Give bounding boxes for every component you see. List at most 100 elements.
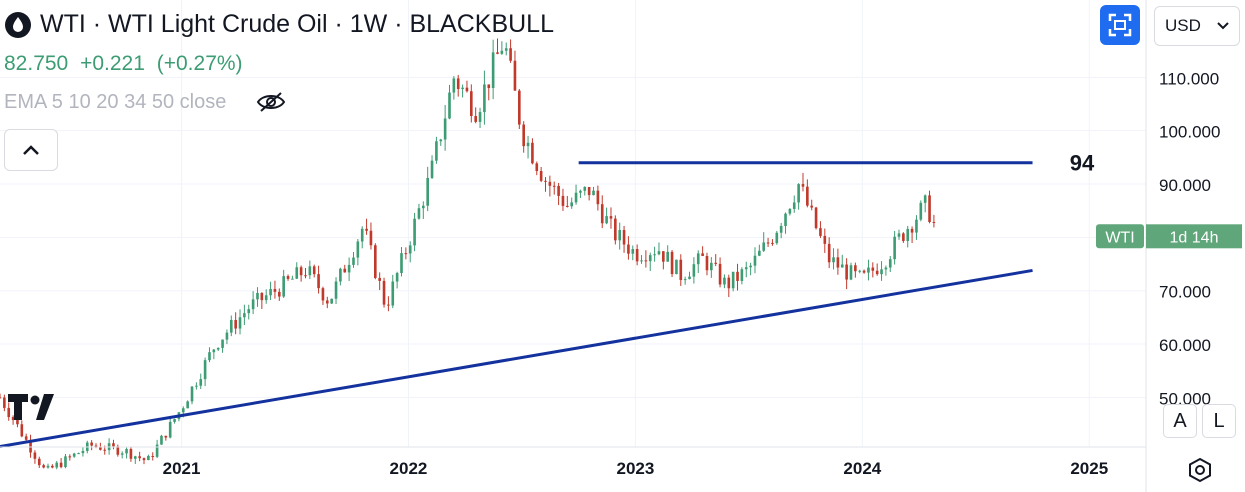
candle-body bbox=[849, 265, 853, 280]
candle-body bbox=[836, 257, 840, 268]
candle-body bbox=[801, 184, 805, 187]
candle bbox=[544, 177, 547, 192]
candle-body bbox=[277, 291, 281, 297]
candle-body bbox=[648, 255, 652, 262]
candle bbox=[561, 188, 565, 211]
candle-body bbox=[465, 87, 469, 92]
candle bbox=[504, 42, 508, 56]
candle-body bbox=[181, 408, 185, 413]
price-tick-label: 110.000 bbox=[1159, 69, 1219, 88]
candle-body bbox=[522, 124, 525, 147]
candle-body bbox=[710, 262, 713, 271]
candle bbox=[579, 189, 582, 199]
candle bbox=[849, 262, 853, 281]
candle-body bbox=[0, 397, 2, 399]
candle-body bbox=[906, 228, 910, 241]
candle bbox=[902, 232, 905, 243]
candle-body bbox=[373, 245, 377, 278]
candle-body bbox=[627, 244, 630, 254]
candle bbox=[587, 186, 591, 201]
candle-body bbox=[504, 48, 508, 51]
candle-body bbox=[59, 462, 63, 468]
candle bbox=[592, 186, 595, 196]
candle-body bbox=[168, 421, 172, 438]
candle bbox=[142, 457, 146, 465]
candle-body bbox=[566, 205, 569, 207]
candle-body bbox=[823, 235, 827, 244]
trendlines bbox=[0, 161, 1033, 448]
candle bbox=[212, 348, 216, 360]
candle bbox=[570, 197, 573, 209]
candle bbox=[867, 259, 870, 281]
candle bbox=[277, 288, 281, 301]
price-tick-label: 50.000 bbox=[1159, 389, 1211, 408]
collapse-legend-button[interactable] bbox=[4, 129, 58, 171]
candle-body bbox=[417, 208, 421, 219]
candle-body bbox=[932, 222, 936, 224]
candle bbox=[522, 121, 525, 153]
candle bbox=[112, 439, 115, 450]
hide-eye-icon[interactable] bbox=[256, 90, 286, 114]
indicator-label[interactable]: EMA 5 10 20 34 50 close bbox=[4, 90, 227, 113]
candle-body bbox=[129, 449, 133, 459]
candle-body bbox=[518, 90, 521, 125]
fullscreen-button[interactable] bbox=[1100, 5, 1140, 45]
candle bbox=[640, 255, 643, 264]
candle-body bbox=[670, 251, 674, 275]
candle bbox=[919, 200, 923, 222]
candle-body bbox=[343, 268, 347, 273]
candle-body bbox=[112, 443, 115, 447]
candle bbox=[884, 265, 888, 276]
candle bbox=[823, 228, 827, 253]
candle bbox=[321, 286, 325, 305]
candle bbox=[247, 304, 251, 320]
candle bbox=[312, 264, 316, 278]
candle-body bbox=[42, 465, 45, 468]
candle-body bbox=[570, 202, 573, 207]
candle bbox=[744, 261, 748, 278]
candle bbox=[557, 182, 560, 206]
candle bbox=[456, 74, 460, 97]
candle-body bbox=[662, 251, 665, 262]
symbol-title[interactable]: WTI · WTI Light Crude Oil · 1W · BLACKBU… bbox=[40, 10, 554, 38]
log-scale-button[interactable]: L bbox=[1202, 404, 1236, 438]
auto-scale-button[interactable]: A bbox=[1163, 404, 1197, 438]
candle bbox=[203, 357, 207, 387]
candle-body bbox=[509, 48, 512, 61]
candle-body bbox=[304, 275, 307, 277]
currency-select[interactable]: USD bbox=[1154, 6, 1240, 46]
candle-body bbox=[714, 262, 718, 264]
candle-body bbox=[696, 253, 700, 265]
candle bbox=[714, 254, 718, 267]
candle bbox=[600, 195, 604, 229]
candle-body bbox=[51, 465, 54, 468]
candle bbox=[229, 315, 233, 337]
candle-body bbox=[526, 142, 530, 147]
candle-body bbox=[312, 266, 316, 275]
candle bbox=[264, 289, 268, 304]
candle-body bbox=[614, 218, 617, 241]
candle-body bbox=[77, 453, 80, 455]
candle bbox=[395, 271, 399, 289]
candle-body bbox=[640, 260, 643, 262]
symbol-title-row: WTI · WTI Light Crude Oil · 1W · BLACKBU… bbox=[4, 10, 554, 39]
candle bbox=[627, 236, 630, 260]
candle-body bbox=[814, 207, 818, 229]
candle-body bbox=[295, 267, 299, 279]
candle bbox=[417, 203, 421, 220]
candle-body bbox=[705, 255, 709, 271]
candle-body bbox=[758, 250, 761, 256]
candle bbox=[635, 244, 639, 266]
candle-body bbox=[120, 453, 124, 455]
candle-body bbox=[20, 424, 24, 437]
candle bbox=[609, 207, 613, 229]
candle-body bbox=[583, 186, 587, 191]
candle bbox=[173, 418, 176, 424]
candle-body bbox=[666, 251, 670, 262]
candle-body bbox=[731, 271, 735, 289]
candle-body bbox=[902, 233, 905, 241]
candle-body bbox=[164, 435, 168, 438]
chart-settings-button[interactable] bbox=[1185, 455, 1215, 485]
candle bbox=[583, 186, 587, 196]
